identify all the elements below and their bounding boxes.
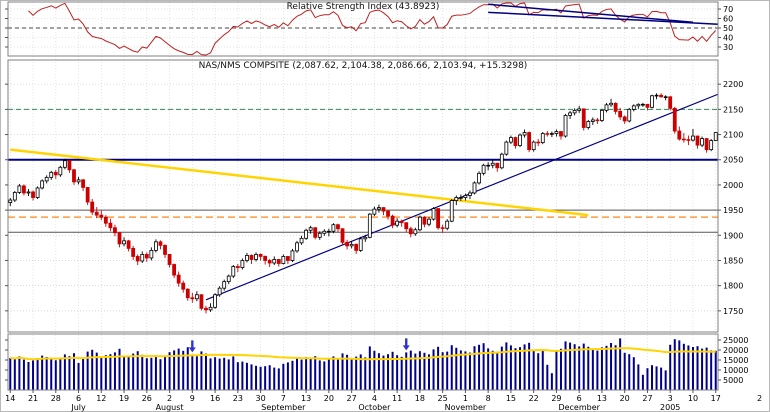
svg-text:10000: 10000: [723, 366, 748, 375]
svg-text:9: 9: [190, 394, 195, 403]
svg-text:29: 29: [551, 394, 561, 403]
svg-text:8: 8: [486, 394, 491, 403]
svg-text:25000: 25000: [723, 336, 748, 345]
svg-text:27: 27: [347, 394, 357, 403]
svg-text:3: 3: [668, 394, 673, 403]
svg-text:2200: 2200: [723, 80, 743, 89]
price-trendlines: [10, 93, 719, 301]
svg-text:60: 60: [723, 15, 733, 24]
svg-text:1750: 1750: [723, 307, 743, 316]
svg-text:2050: 2050: [723, 156, 743, 165]
svg-text:25: 25: [438, 394, 448, 403]
svg-text:13: 13: [597, 394, 607, 403]
x-axis-labels: 14 21 28 6 12 19 26 2 9 16 23 30 7 13 20 27 4 11 18 25 1 8 15 2…: [5, 390, 762, 412]
svg-text:26: 26: [142, 394, 152, 403]
svg-text:1950: 1950: [723, 206, 743, 215]
svg-text:1800: 1800: [723, 282, 743, 291]
svg-text:12: 12: [96, 394, 106, 403]
svg-text:November: November: [445, 403, 487, 412]
svg-text:6: 6: [577, 394, 582, 403]
price-panel-title: NAS/NMS COMPSITE (2,087.62, 2,104.38, 2,…: [198, 61, 528, 71]
svg-text:16: 16: [210, 394, 220, 403]
svg-text:11: 11: [392, 394, 402, 403]
svg-text:28: 28: [51, 394, 61, 403]
svg-text:18: 18: [415, 394, 425, 403]
svg-text:1850: 1850: [723, 256, 743, 265]
svg-text:21: 21: [28, 394, 38, 403]
svg-text:6: 6: [76, 394, 81, 403]
candlesticks: [8, 93, 718, 314]
svg-text:2000: 2000: [723, 181, 743, 190]
svg-text:20: 20: [620, 394, 630, 403]
svg-text:October: October: [358, 403, 391, 412]
svg-text:15: 15: [506, 394, 516, 403]
svg-text:13: 13: [301, 394, 311, 403]
svg-text:27: 27: [642, 394, 652, 403]
svg-text:10: 10: [688, 394, 698, 403]
svg-text:2150: 2150: [723, 105, 743, 114]
svg-text:22: 22: [529, 394, 539, 403]
volume-bars: [9, 338, 717, 390]
rsi-line: [28, 2, 717, 56]
rsi-trendlines: [488, 3, 719, 25]
svg-text:20: 20: [324, 394, 334, 403]
svg-text:40: 40: [723, 33, 733, 42]
svg-text:30: 30: [723, 43, 733, 52]
svg-text:14: 14: [5, 394, 15, 403]
svg-text:4: 4: [372, 394, 377, 403]
svg-text:2100: 2100: [723, 131, 743, 140]
svg-text:19: 19: [119, 394, 129, 403]
svg-text:September: September: [261, 403, 306, 412]
svg-text:July: July: [70, 403, 86, 412]
svg-text:August: August: [156, 403, 184, 412]
svg-text:2005: 2005: [660, 403, 680, 412]
price-level-lines: [8, 108, 718, 233]
price-axis-labels: 2200 2150 2100 2050 2000 1950 1900 1850 1800 1750: [5, 80, 743, 316]
svg-text:50: 50: [723, 24, 733, 33]
svg-text:23: 23: [233, 394, 243, 403]
svg-text:15000: 15000: [723, 356, 748, 365]
svg-text:December: December: [558, 403, 600, 412]
signal-arrows: [188, 338, 410, 353]
svg-text:30: 30: [256, 394, 266, 403]
rsi-panel-title: Relative Strength Index (43.8923): [286, 2, 440, 12]
volume-ma-line: [10, 347, 716, 361]
svg-text:2: 2: [757, 394, 762, 403]
svg-text:20000: 20000: [723, 346, 748, 355]
svg-text:70: 70: [723, 5, 733, 14]
svg-text:1900: 1900: [723, 231, 743, 240]
svg-text:7: 7: [281, 394, 286, 403]
svg-text:1: 1: [463, 394, 468, 403]
svg-text:2: 2: [167, 394, 172, 403]
svg-text:5000: 5000: [723, 376, 743, 385]
svg-text:17: 17: [711, 394, 721, 403]
